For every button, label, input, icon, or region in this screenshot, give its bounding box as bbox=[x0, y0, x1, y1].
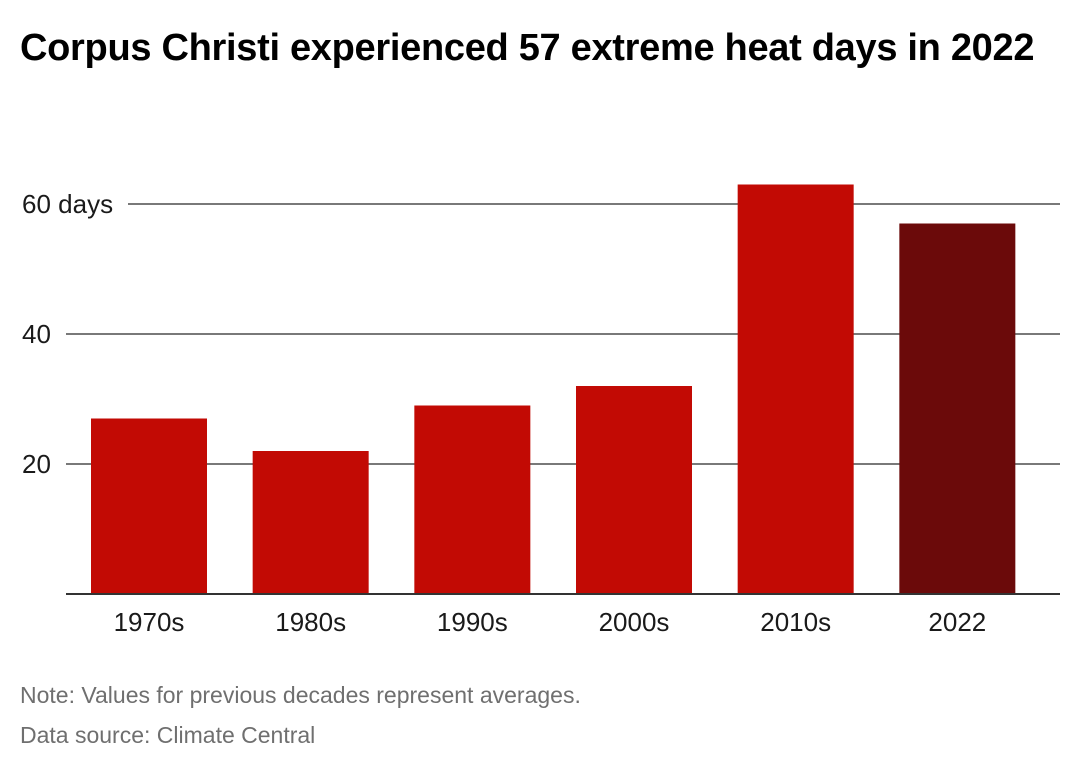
chart-note: Note: Values for previous decades repres… bbox=[20, 682, 581, 708]
bar-2010s bbox=[737, 184, 854, 594]
bar-1990s bbox=[414, 405, 531, 594]
y-tick-label: 60 days bbox=[22, 189, 113, 219]
chart-title: Corpus Christi experienced 57 extreme he… bbox=[20, 27, 1035, 69]
x-tick-label: 1980s bbox=[275, 607, 346, 637]
bar-2000s bbox=[576, 386, 692, 594]
bar-1980s bbox=[252, 451, 369, 594]
bar-chart: 20 40 60 days 1970s 1980s 1990s 2000s 2010s 2022 bbox=[22, 184, 1060, 637]
data-source: Data source: Climate Central bbox=[20, 722, 316, 748]
bar-2022 bbox=[899, 223, 1016, 594]
x-tick-label: 1970s bbox=[114, 607, 185, 637]
y-tick-label: 40 bbox=[22, 319, 51, 349]
bars bbox=[91, 184, 1016, 594]
bar-1970s bbox=[91, 418, 207, 594]
labels: 20 40 60 days 1970s 1980s 1990s 2000s 2010s 2022 bbox=[22, 189, 986, 637]
x-tick-label: 2010s bbox=[760, 607, 831, 637]
gridlines bbox=[66, 203, 1060, 465]
x-tick-label: 2000s bbox=[599, 607, 670, 637]
y-tick-label: 20 bbox=[22, 449, 51, 479]
x-tick-label: 1990s bbox=[437, 607, 508, 637]
x-tick-label: 2022 bbox=[928, 607, 986, 637]
